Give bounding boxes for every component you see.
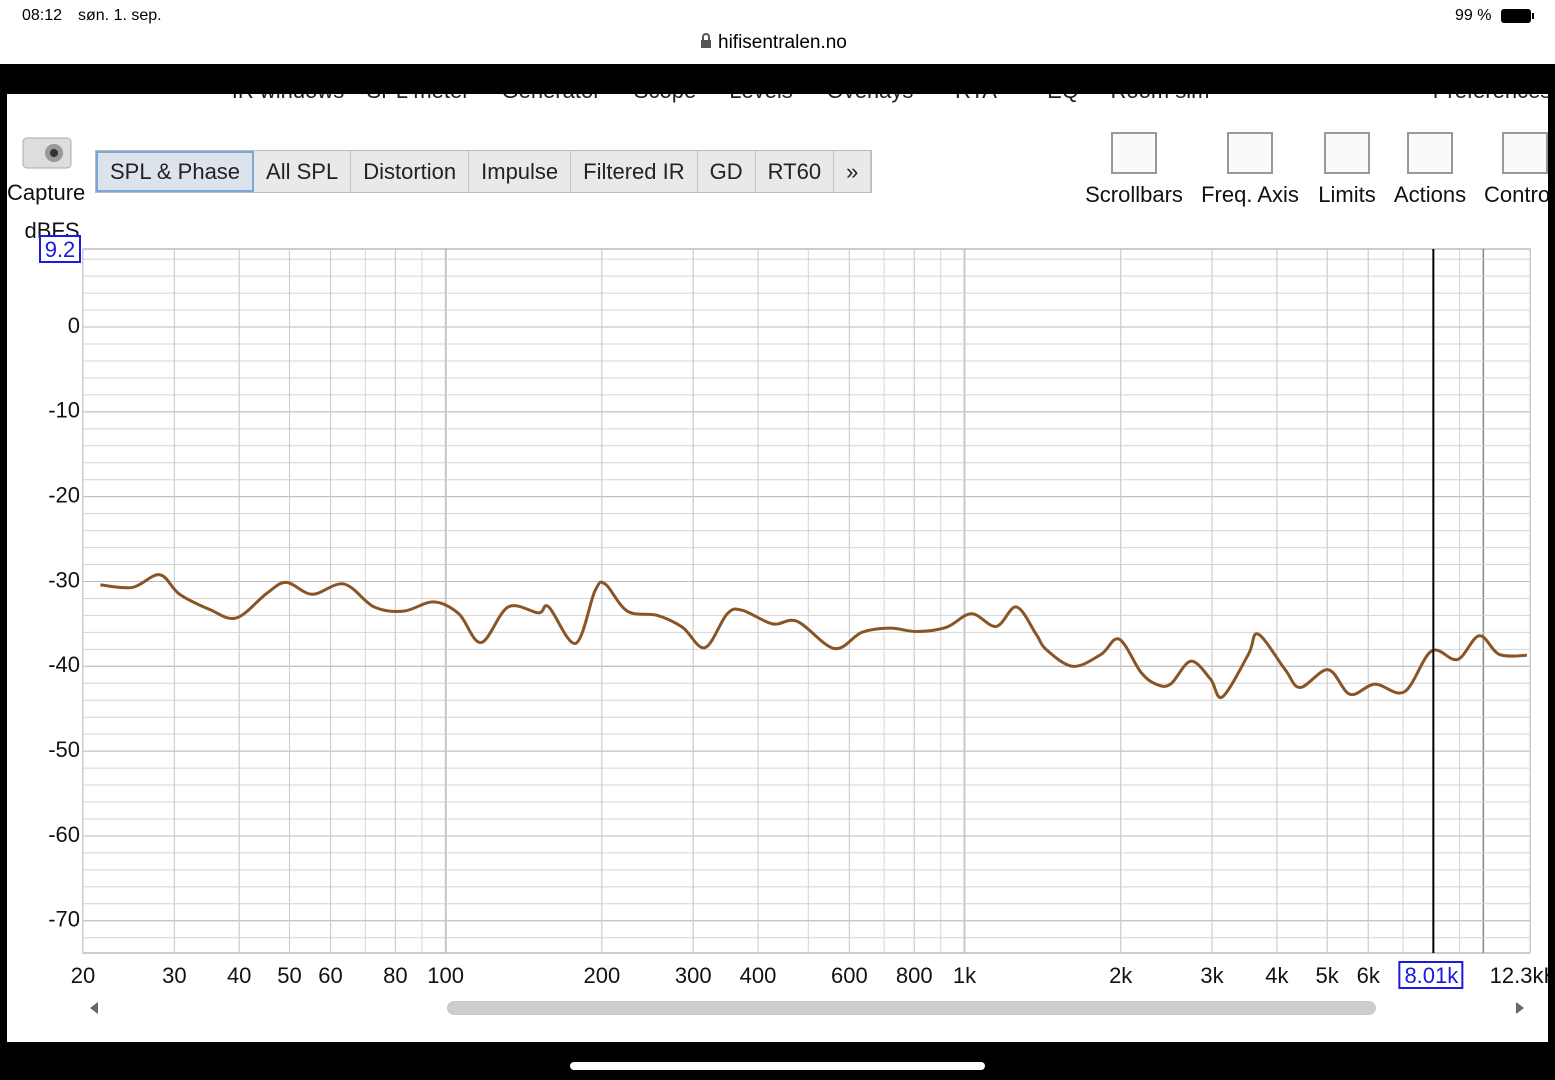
y-tick-label: -40 [48,652,80,677]
y-top-box [39,235,81,263]
y-tick-label: -60 [48,822,80,847]
tab[interactable]: All SPL [254,151,352,192]
date: søn. 1. sep. [78,7,162,24]
y-tick-label: 0 [68,313,80,338]
tool-button[interactable]: Limits [1318,182,1376,207]
y-tick-label: -70 [48,907,80,932]
tab-bar: SPL & Phase All SPL Distortion Impulse Filte… [95,150,873,193]
y-tick-label: -30 [48,567,80,592]
url[interactable]: hifisentralen.no [718,32,847,53]
x-tick-label: 200 [583,963,620,988]
tool-icon[interactable] [1324,132,1370,174]
x-tick-label: 1k [953,963,977,988]
x-tick-label: 3k [1200,963,1224,988]
x-tick-label: 800 [896,963,933,988]
menu-item[interactable]: RTA [955,94,997,104]
x-tick-label: 100 [427,963,464,988]
x-tick-label: 30 [162,963,186,988]
tool-button[interactable]: Actions [1393,182,1467,207]
tab[interactable]: Distortion [351,151,470,192]
battery-icon [1501,9,1534,23]
menu-item[interactable]: Overlays [827,94,914,104]
tab[interactable]: » [834,151,872,192]
cursor-label: 8.01k [1404,963,1459,988]
y-tick-label: -20 [48,482,80,507]
lock-icon [701,33,711,48]
tool-icon[interactable] [1111,132,1157,174]
y-tick-label: 9.2 [45,237,76,262]
tool-button[interactable]: Controls [1484,182,1548,207]
tool-icon[interactable] [1407,132,1453,174]
grid [83,249,1530,953]
menu-item[interactable]: Room sim [1110,94,1209,104]
tab[interactable]: Impulse [469,151,572,192]
x-tick-label: 20 [71,963,95,988]
status-bar: 08:12 søn. 1. sep. hifisentralen.no 99 % [0,0,1555,64]
tab[interactable]: GD [698,151,756,192]
tool-icon[interactable] [1502,132,1548,174]
plot-area [82,248,1531,954]
x-tick-label: 2k [1109,963,1133,988]
tool-button[interactable]: Freq. Axis [1201,182,1299,207]
battery-text: 99 % [1455,7,1492,24]
y-tick-label: -10 [48,398,80,423]
menu-item[interactable]: Levels [729,94,793,104]
x-tick-label: 6k [1357,963,1381,988]
tab[interactable]: Filtered IR [571,151,698,192]
tab[interactable]: RT60 [756,151,835,192]
x-tick-label: 600 [831,963,868,988]
cursor-box [1398,961,1464,989]
menu-item[interactable]: Generator [501,94,600,104]
menu-item[interactable]: Scope [634,94,696,104]
x-tick-label: 5k [1316,963,1340,988]
menu-item[interactable]: IR windows [232,94,344,104]
tool-button[interactable]: Scrollbars [1085,182,1183,207]
x-tick-label: 60 [318,963,342,988]
menu-item[interactable]: EQ [1047,94,1079,104]
menu-item[interactable]: Preferences [1433,94,1548,104]
x-tick-label: 40 [227,963,251,988]
x-tick-label: 50 [277,963,301,988]
menu-item[interactable]: SPL meter [366,94,469,104]
tool-icon[interactable] [1227,132,1273,174]
x-tick-label: 300 [675,963,712,988]
scrollbar[interactable] [447,1001,1376,1015]
x-tick-label: 4k [1265,963,1289,988]
x-tick-label: 80 [383,963,407,988]
spl-line [100,573,1527,700]
x-tick-label: 400 [740,963,777,988]
capture-button[interactable]: Capture [7,180,86,205]
home-indicator [570,1062,985,1070]
capture-icon[interactable] [21,132,73,170]
tab[interactable]: SPL & Phase [96,151,255,192]
time: 08:12 [22,7,63,24]
y-tick-label: -50 [48,737,80,762]
x-tick-label: 12.3kHz [1490,963,1555,988]
